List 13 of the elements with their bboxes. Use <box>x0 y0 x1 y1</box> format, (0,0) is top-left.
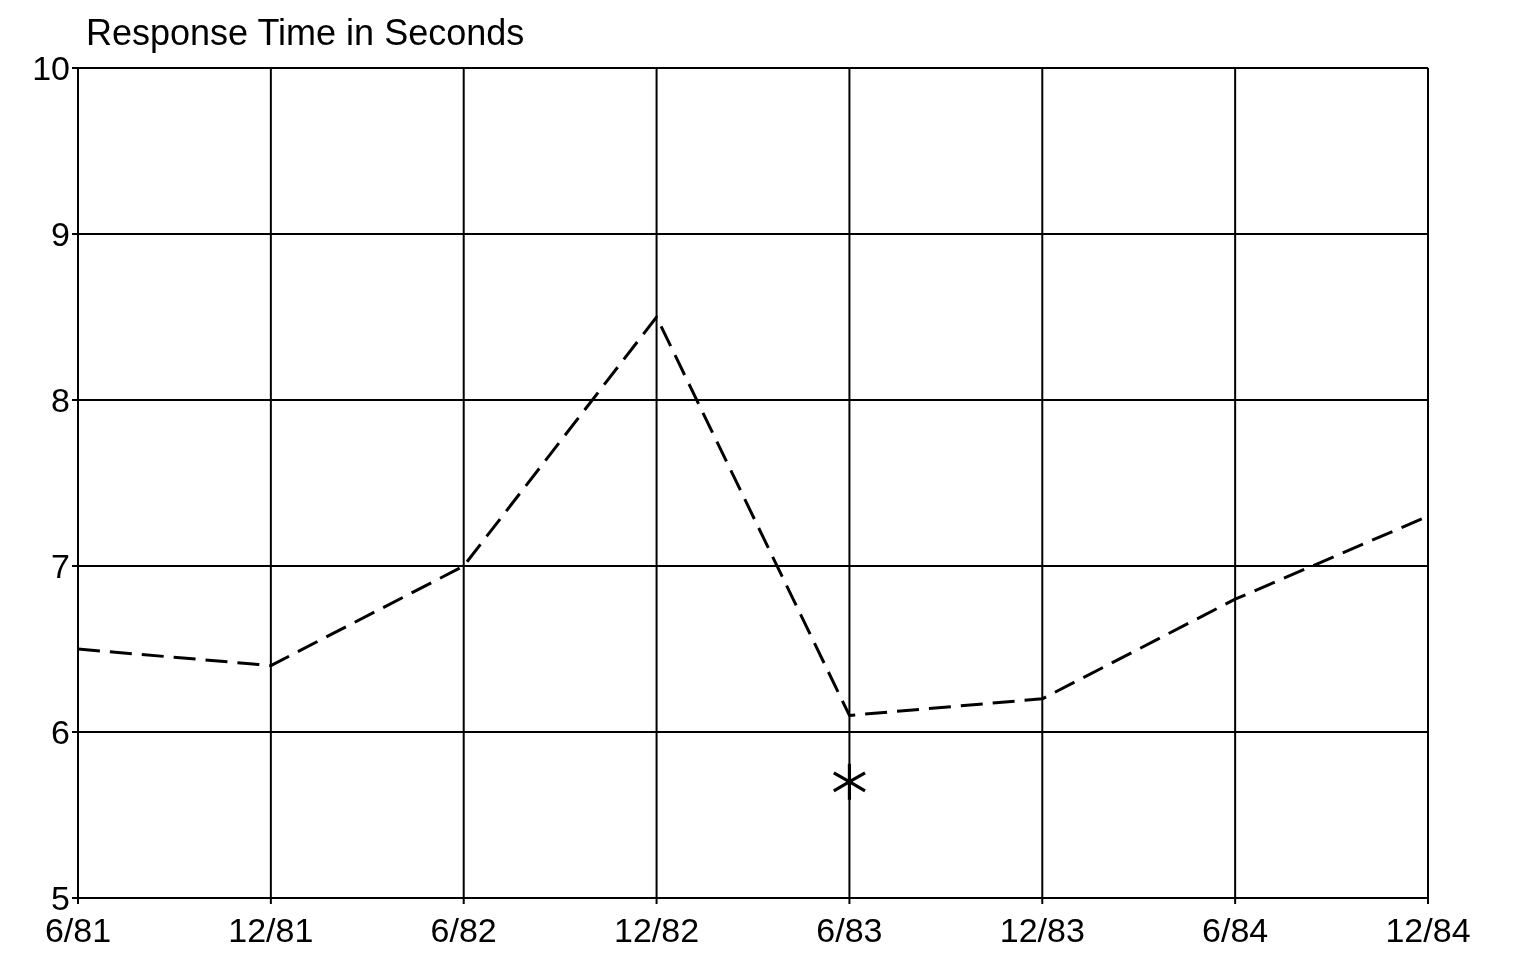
x-tick-label: 6/82 <box>430 911 497 950</box>
y-tick-label: 6 <box>51 713 70 752</box>
x-tick-label: 12/84 <box>1385 911 1471 950</box>
x-tick-label: 12/83 <box>999 911 1085 950</box>
y-tick-label: 9 <box>51 215 70 254</box>
x-tick-label: 6/84 <box>1202 911 1269 950</box>
x-tick-label: 12/81 <box>228 911 314 950</box>
chart-title: Response Time in Seconds <box>86 12 525 54</box>
x-tick-label: 12/82 <box>614 911 700 950</box>
y-tick-label: 8 <box>51 381 70 420</box>
y-tick-label: 10 <box>32 49 70 88</box>
x-tick-label: 6/83 <box>816 911 883 950</box>
y-tick-label: 7 <box>51 547 70 586</box>
